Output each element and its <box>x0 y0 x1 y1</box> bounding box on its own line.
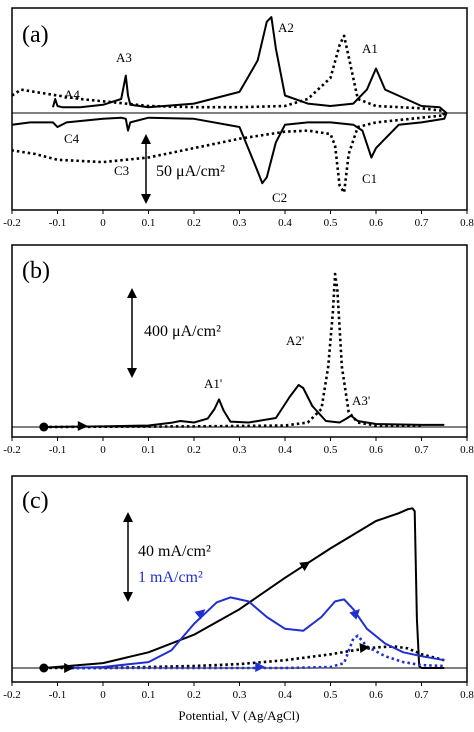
series-line-dotted <box>43 645 445 670</box>
panel-b: (b) -0.2 -0.1 0 0.1 0.2 0.3 0.4 0.5 0.6 0.7 0.8 A1… <box>3 244 474 456</box>
x-tick-label: 0.8 <box>460 444 474 456</box>
x-tick-label: 0.4 <box>278 444 292 456</box>
panel-a-scale-bar: 50 μA/cm² <box>141 134 225 204</box>
x-axis-label: Potential, V (Ag/AgCl) <box>178 708 299 723</box>
sweep-direction-arrow <box>299 561 311 572</box>
panel-c-scale-arrowhead-down <box>123 592 133 602</box>
panel-a-scale-arrowhead-down <box>141 194 151 204</box>
annotation-a2: A2 <box>278 20 294 35</box>
sweep-direction-arrow-blue <box>194 609 206 620</box>
annotation-c2: C2 <box>272 190 287 205</box>
sweep-direction-arrow <box>64 663 75 673</box>
x-tick-label: 0.1 <box>142 217 156 229</box>
x-tick-label: 0.6 <box>369 689 383 701</box>
panel-a-ticks: -0.2 -0.1 0 0.1 0.2 0.3 0.4 0.5 0.6 0.7 0.8 <box>3 210 474 229</box>
x-tick-label: 0.2 <box>187 689 201 701</box>
x-tick-label: 0.7 <box>415 444 429 456</box>
x-tick-label: 0.3 <box>233 217 247 229</box>
panel-a-scale-text: 50 μA/cm² <box>156 163 225 180</box>
panel-a-frame <box>11 7 468 211</box>
sweep-direction-arrow-blue <box>255 662 266 672</box>
x-tick-label: 0.3 <box>233 689 247 701</box>
x-tick-label: 0.5 <box>324 444 338 456</box>
series-line-dotted <box>11 34 446 194</box>
panel-c: (c) -0.2 -0.1 0 0.1 0.2 0.3 0.4 0.5 0.6 0.7 0.8 40… <box>3 475 474 723</box>
series-line-solid <box>43 507 445 669</box>
annotation-c4: C4 <box>64 131 80 146</box>
panel-b-scale-bar: 400 μA/cm² <box>127 288 221 378</box>
annotation-a4: A4 <box>64 87 80 102</box>
x-tick-label: 0.5 <box>324 217 338 229</box>
panel-c-ticks: -0.2 -0.1 0 0.1 0.2 0.3 0.4 0.5 0.6 0.7 0.8 <box>3 682 474 701</box>
x-tick-label: 0.1 <box>142 689 156 701</box>
annotation-a3: A3 <box>116 50 132 65</box>
panel-c-label: (c) <box>22 488 49 514</box>
sweep-direction-arrow <box>359 643 370 654</box>
series-line-solid <box>43 384 445 428</box>
panel-b-ticks: -0.2 -0.1 0 0.1 0.2 0.3 0.4 0.5 0.6 0.7 0.8 <box>3 437 474 456</box>
x-tick-label: 0.8 <box>460 689 474 701</box>
annotation-c3: C3 <box>114 163 129 178</box>
x-tick-label: -0.2 <box>3 217 20 229</box>
panel-b-label: (b) <box>22 258 50 284</box>
panel-b-frame <box>11 244 468 438</box>
series-line-dotted-blue <box>71 634 445 670</box>
x-tick-label: -0.2 <box>3 444 20 456</box>
x-tick-label: 0.4 <box>278 217 292 229</box>
annotation-c1: C1 <box>362 171 377 186</box>
x-tick-label: 0.6 <box>369 444 383 456</box>
x-tick-label: 0.8 <box>460 217 474 229</box>
x-tick-label: -0.1 <box>49 444 66 456</box>
annotation-a3-prime: A3' <box>352 393 370 408</box>
panel-b-series <box>39 272 445 432</box>
x-tick-label: -0.1 <box>49 217 66 229</box>
x-tick-label: 0 <box>100 217 106 229</box>
panel-c-scale-text-blue: 1 mA/cm² <box>138 569 203 586</box>
panel-c-series <box>39 507 445 673</box>
sweep-direction-arrow-blue <box>349 609 360 620</box>
x-tick-label: 0.6 <box>369 217 383 229</box>
x-tick-label: 0.1 <box>142 444 156 456</box>
panel-a: (a) -0.2 -0.1 0 0.1 0.2 0.3 0.4 0.5 0.6 0.7 0.8 A1… <box>3 7 474 229</box>
x-tick-label: 0 <box>100 444 106 456</box>
panel-a-scale-arrowhead-up <box>141 134 151 144</box>
x-tick-label: 0.3 <box>233 444 247 456</box>
annotation-a2-prime: A2' <box>286 333 304 348</box>
panel-a-label: (a) <box>22 22 49 48</box>
sweep-start-dot <box>39 422 49 432</box>
panel-c-scale-bar: 40 mA/cm² 1 mA/cm² <box>123 512 211 602</box>
x-tick-label: 0 <box>100 689 106 701</box>
panel-b-scale-arrowhead-up <box>127 288 137 298</box>
panel-a-annotations: A1 A2 A3 A4 C1 C2 C3 C4 <box>64 20 378 205</box>
sweep-start-dot <box>39 663 49 673</box>
sweep-direction-arrow <box>77 421 88 431</box>
x-tick-label: 0.7 <box>415 689 429 701</box>
panel-c-scale-text-black: 40 mA/cm² <box>138 543 211 560</box>
panel-a-series <box>11 16 448 194</box>
x-tick-label: 0.2 <box>187 217 201 229</box>
panel-c-scale-arrowhead-up <box>123 512 133 522</box>
series-line-solid-blue <box>71 596 445 669</box>
annotation-a1-prime: A1' <box>204 376 222 391</box>
x-tick-label: -0.1 <box>49 689 66 701</box>
panel-b-scale-text: 400 μA/cm² <box>144 323 221 340</box>
x-tick-label: 0.5 <box>324 689 338 701</box>
panel-b-scale-arrowhead-down <box>127 368 137 378</box>
x-tick-label: 0.4 <box>278 689 292 701</box>
x-tick-label: 0.7 <box>415 217 429 229</box>
annotation-a1: A1 <box>362 41 378 56</box>
x-tick-label: -0.2 <box>3 689 20 701</box>
series-line-dotted <box>43 272 422 429</box>
panel-b-annotations: A1' A2' A3' <box>204 333 370 408</box>
x-tick-label: 0.2 <box>187 444 201 456</box>
